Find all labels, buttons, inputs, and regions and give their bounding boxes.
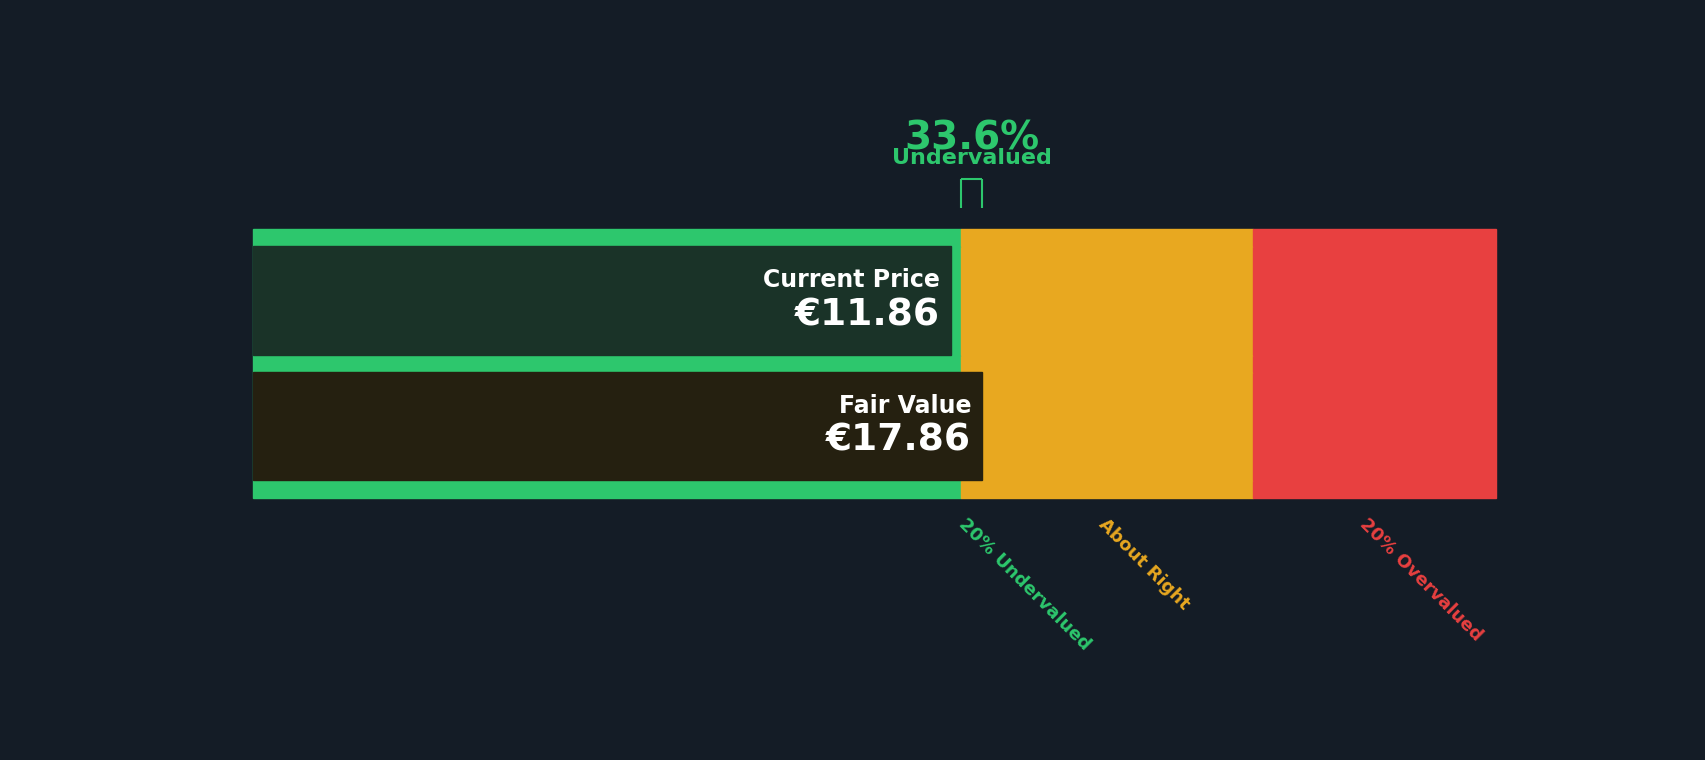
Bar — [960, 246, 1253, 354]
Bar — [1253, 372, 1495, 480]
Bar — [1253, 354, 1495, 372]
Text: 20% Undervalued: 20% Undervalued — [955, 515, 1093, 654]
Bar — [252, 372, 960, 480]
Bar — [252, 229, 960, 246]
Text: €11.86: €11.86 — [795, 297, 939, 333]
Text: Current Price: Current Price — [762, 268, 939, 292]
Bar — [960, 372, 1253, 480]
Bar — [252, 372, 980, 480]
Bar — [252, 246, 960, 354]
Text: Undervalued: Undervalued — [892, 148, 1050, 169]
Text: 20% Overvalued: 20% Overvalued — [1355, 515, 1485, 645]
Bar — [252, 480, 960, 498]
Bar — [960, 229, 1253, 246]
Bar — [960, 480, 1253, 498]
Bar — [252, 246, 950, 354]
Text: €17.86: €17.86 — [825, 423, 970, 459]
Text: Fair Value: Fair Value — [839, 394, 970, 418]
Bar — [1253, 480, 1495, 498]
Bar — [1253, 246, 1495, 354]
Bar — [252, 354, 960, 372]
Text: 33.6%: 33.6% — [904, 119, 1038, 157]
Bar — [960, 354, 1253, 372]
Bar — [1253, 229, 1495, 246]
Text: About Right: About Right — [1095, 515, 1194, 613]
